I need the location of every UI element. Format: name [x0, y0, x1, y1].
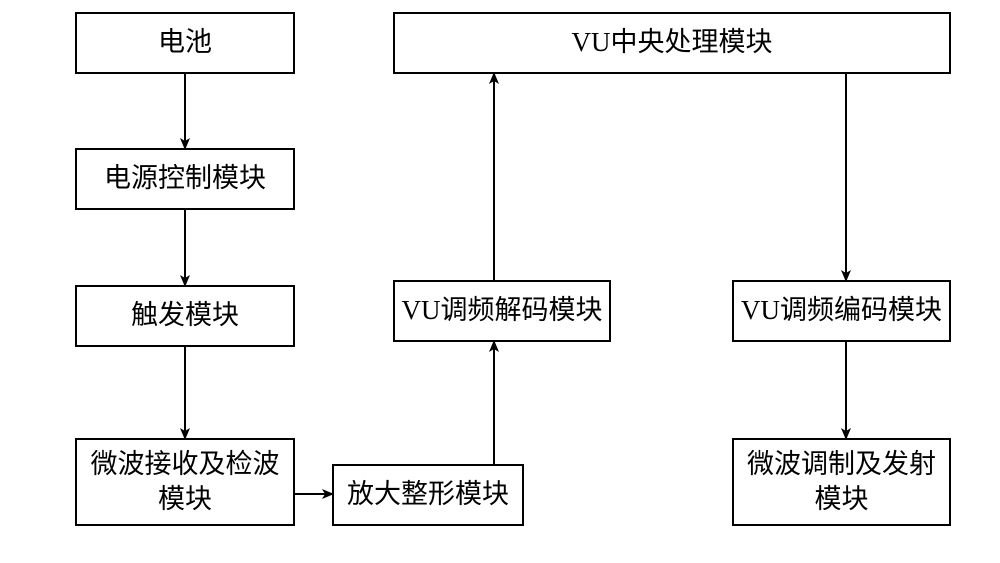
node-microwave-transmit: 微波调制及发射模块 [732, 438, 951, 526]
node-power-control: 电源控制模块 [75, 148, 295, 210]
node-microwave-receive: 微波接收及检波模块 [75, 438, 295, 526]
node-label: 微波调制及发射模块 [738, 447, 945, 517]
node-vu-cpu: VU中央处理模块 [393, 12, 951, 74]
node-label: 电池 [158, 25, 212, 60]
node-label: 触发模块 [131, 298, 239, 333]
node-label: 微波接收及检波模块 [81, 447, 289, 517]
node-amplify-shape: 放大整形模块 [332, 464, 524, 526]
node-fm-encode: VU调频编码模块 [732, 280, 951, 342]
node-label: 放大整形模块 [347, 477, 509, 512]
node-trigger: 触发模块 [75, 285, 295, 347]
node-label: VU中央处理模块 [572, 25, 773, 60]
node-label: VU调频解码模块 [402, 293, 603, 328]
node-fm-decode: VU调频解码模块 [393, 280, 611, 342]
diagram-canvas: 电池 电源控制模块 触发模块 微波接收及检波模块 放大整形模块 VU调频解码模块… [0, 0, 1000, 563]
node-battery: 电池 [75, 12, 295, 74]
node-label: VU调频编码模块 [741, 293, 942, 328]
node-label: 电源控制模块 [104, 161, 266, 196]
